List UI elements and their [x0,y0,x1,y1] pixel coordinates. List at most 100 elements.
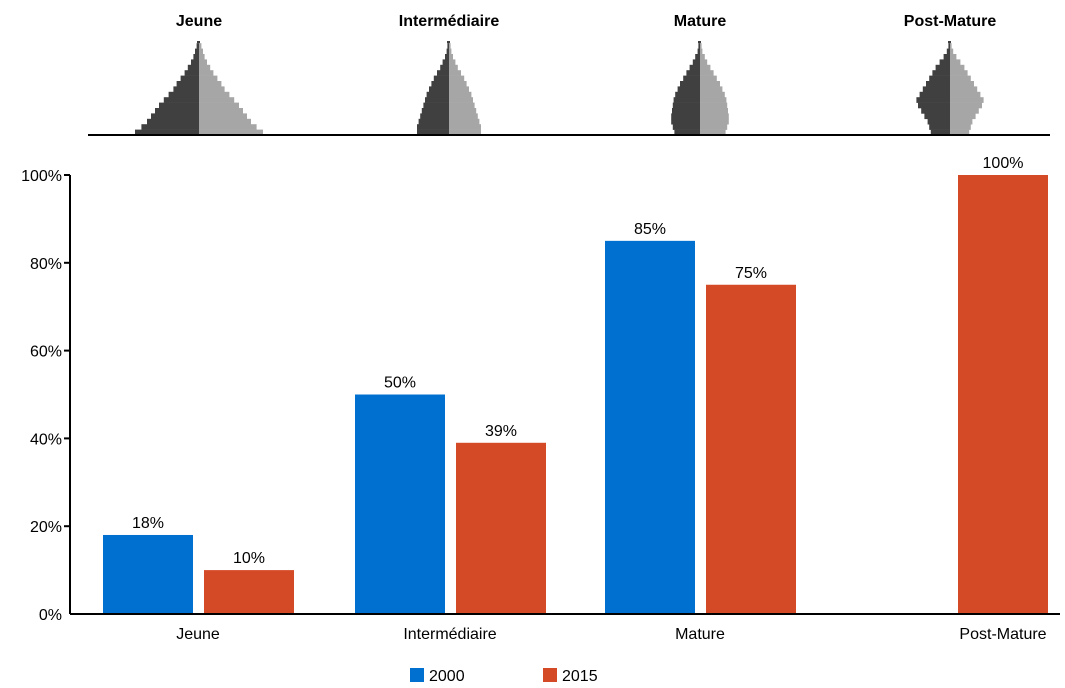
pyramid-bar-female [700,129,726,136]
pyramid-bar-female [950,118,973,125]
data-label: 100% [983,155,1024,172]
bar-2000-mature [605,240,695,614]
data-label: 39% [485,423,517,440]
pyramid-bar-male [173,86,199,93]
pyramid-bar-male [141,124,199,130]
data-label: 85% [634,221,666,238]
pyramid-bar-male [927,118,950,125]
population-pyramid-post-mature: Post-Mature [904,13,996,136]
pyramid-bar-male [943,54,950,60]
pyramid-bar-female [199,48,203,55]
y-tick-label: 40% [30,431,62,448]
pyramid-bar-male [191,59,199,66]
pyramid-bar-female [950,54,957,60]
y-axis: 0% 20% 40% 60% 80% 100% [21,168,70,624]
pyramid-bar-female [700,59,708,66]
bar-2000-jeune [103,534,193,614]
pyramid-bar-female [449,118,480,125]
pyramid-bar-female [950,129,970,136]
pyramid-bar-male [168,91,199,98]
pyramid-bar-male [686,70,700,76]
pyramid-bar-female [950,75,971,82]
pyramid-bar-female [950,81,974,87]
pyramid-bar-male [948,43,950,49]
pyramid-bar-male [447,43,449,49]
pyramid-bar-female [950,59,961,66]
bar-2015-intermédiaire [456,442,546,614]
legend-swatch-2000 [410,668,424,682]
pyramid-bar-female [700,118,729,125]
pyramid-bar-female [199,64,211,71]
pyramid-bar-female [449,113,478,120]
pyramid-bar-female [700,108,728,114]
pyramid-title: Jeune [176,13,222,30]
pyramid-bar-male [683,75,700,82]
pyramid-bar-female [700,124,728,130]
pyramid-bar-female [449,91,472,98]
pyramid-bar-male [417,124,449,130]
pyramid-bar-female [950,91,981,98]
pyramid-bar-male [159,102,199,109]
pyramid-bar-male [193,54,199,60]
pyramid-bar-male [671,113,700,120]
pyramid-bar-female [199,70,214,76]
x-axis-labels: Jeune Intermédiaire Mature Post-Mature [176,626,1046,643]
pyramid-bar-male [433,75,449,82]
pyramid-bar-male [421,108,449,114]
pyramid-peak [197,41,200,44]
pyramid-title: Mature [674,13,727,30]
pyramid-bar-female [449,70,461,76]
pyramid-bar-male [672,108,700,114]
bar-2015-mature [706,284,796,614]
pyramid-bar-female [950,70,968,76]
pyramid-bar-male [437,70,449,76]
population-pyramid-mature: Mature [671,13,729,136]
pyramid-bar-male [442,59,449,66]
pyramid-bar-male [929,75,950,82]
pyramid-bar-female [449,129,481,136]
bar-2000-intermédiaire [355,394,445,614]
pyramid-bar-female [700,70,714,76]
pyramid-bar-male [163,97,199,103]
bar-2015-jeune [204,570,294,614]
pyramid-bar-male [187,64,199,71]
pyramid-bar-female [950,124,971,130]
pyramid-bar-female [199,86,225,93]
pyramid-bar-female [199,129,263,136]
pyramid-bar-female [449,97,473,103]
pyramid-bar-male [155,108,199,114]
population-pyramid-jeune: Jeune [135,13,263,136]
pyramid-bar-male [196,43,199,49]
legend-label-2000: 2000 [429,668,465,685]
pyramid-bar-male [195,48,199,55]
pyramid-bar-male [946,48,950,55]
pyramid-bar-female [449,48,452,55]
data-label: 10% [233,550,265,567]
pyramid-bar-male [932,70,950,76]
pyramid-bar-female [950,113,976,120]
data-label: 50% [384,375,416,392]
pyramid-bar-female [700,43,702,49]
pyramid-bar-male [926,81,950,87]
pyramid-bar-female [199,91,230,98]
pyramid-bar-female [199,108,243,114]
pyramid-bar-female [449,59,456,66]
pyramid-bar-female [700,113,729,120]
pyramid-bar-male [922,86,950,93]
x-category-label: Jeune [176,626,220,643]
pyramid-bar-female [700,54,705,60]
pyramid-bar-male [674,129,700,136]
pyramid-bar-male [918,102,950,109]
pyramid-bar-female [449,108,477,114]
pyramid-bar-female [199,43,202,49]
pyramid-bar-male [698,43,700,49]
pyramid-bar-female [449,43,451,49]
pyramid-bar-male [916,97,950,103]
pyramid-bar-female [950,48,954,55]
pyramid-bar-male [695,54,700,60]
data-label: 75% [735,265,767,282]
pyramid-bar-male [919,91,950,98]
legend-swatch-2015 [543,668,557,682]
pyramid-bar-female [700,81,720,87]
